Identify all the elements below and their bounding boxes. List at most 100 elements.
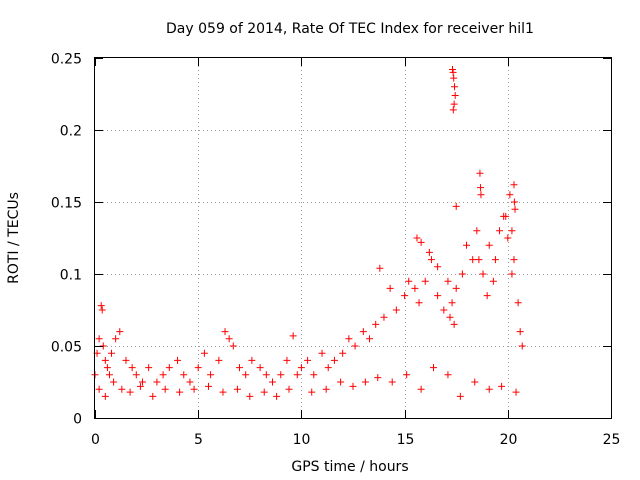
data-point: [451, 83, 459, 91]
data-point: [308, 388, 316, 396]
data-point: [190, 385, 198, 393]
y-tick-label: 0.15: [51, 196, 82, 212]
data-point: [128, 364, 136, 372]
data-point: [136, 382, 144, 390]
data-point: [452, 284, 460, 292]
chart-title: Day 059 of 2014, Rate Of TEC Index for r…: [166, 21, 534, 37]
data-point: [456, 392, 464, 400]
data-point: [496, 227, 504, 235]
data-point: [374, 374, 382, 382]
data-point: [511, 205, 519, 213]
data-point: [413, 234, 421, 242]
data-point: [116, 328, 124, 336]
data-point: [101, 356, 109, 364]
data-point: [444, 371, 452, 379]
data-point: [174, 356, 182, 364]
data-point: [349, 382, 357, 390]
data-point: [372, 320, 380, 328]
data-point: [159, 371, 167, 379]
data-point: [138, 378, 146, 386]
data-point: [386, 284, 394, 292]
grid-layer: [95, 58, 611, 418]
y-tick-label: 0.25: [51, 52, 82, 68]
data-point: [229, 342, 237, 350]
y-tick-label: 0.05: [51, 340, 82, 356]
y-tick-label: 0.1: [60, 268, 82, 284]
data-point: [469, 256, 477, 264]
data-point: [112, 335, 120, 343]
data-point: [108, 349, 116, 357]
data-point: [450, 320, 458, 328]
data-point: [425, 248, 433, 256]
data-point: [448, 299, 456, 307]
data-point: [283, 356, 291, 364]
data-point: [322, 385, 330, 393]
data-point: [200, 349, 208, 357]
data-point: [376, 264, 384, 272]
data-point: [293, 371, 301, 379]
data-point: [153, 378, 161, 386]
data-point: [485, 385, 493, 393]
data-point: [440, 306, 448, 314]
data-point: [194, 364, 202, 372]
data-point: [248, 356, 256, 364]
x-tick-label: 10: [293, 432, 311, 448]
data-point: [427, 256, 435, 264]
data-point: [401, 292, 409, 300]
data-point: [415, 299, 423, 307]
data-point: [502, 212, 510, 220]
data-point: [221, 328, 229, 336]
data-point: [451, 91, 459, 99]
data-point: [103, 364, 111, 372]
data-point: [518, 342, 526, 350]
data-point: [176, 388, 184, 396]
data-point: [392, 306, 400, 314]
data-point: [450, 74, 458, 82]
x-tick-label: 15: [397, 432, 415, 448]
data-point: [514, 299, 522, 307]
data-point: [233, 385, 241, 393]
y-axis-label: ROTI / TECUs: [6, 192, 22, 284]
data-point: [304, 356, 312, 364]
data-point: [506, 191, 514, 199]
data-point: [145, 364, 153, 372]
data-point: [339, 349, 347, 357]
data-point: [180, 371, 188, 379]
data-point: [219, 388, 227, 396]
x-tick-label: 0: [91, 432, 100, 448]
data-point: [273, 392, 281, 400]
data-point: [235, 364, 243, 372]
data-point: [498, 382, 506, 390]
data-point: [118, 385, 126, 393]
data-point: [361, 378, 369, 386]
plot-frame: [94, 57, 612, 419]
data-point: [510, 256, 518, 264]
data-point: [380, 313, 388, 321]
x-tick-label: 25: [603, 432, 621, 448]
x-tick-label: 20: [500, 432, 518, 448]
data-point: [161, 385, 169, 393]
data-point: [471, 378, 479, 386]
data-point: [504, 234, 512, 242]
y-tick-label: 0: [73, 412, 82, 428]
data-point: [132, 371, 140, 379]
data-point: [95, 335, 103, 343]
data-point: [510, 181, 518, 189]
data-point: [345, 335, 353, 343]
data-point: [330, 356, 338, 364]
data-point: [450, 100, 458, 108]
x-tick-label: 5: [194, 432, 203, 448]
data-point: [434, 263, 442, 271]
data-point: [205, 382, 213, 390]
data-point: [477, 191, 485, 199]
data-point: [388, 378, 396, 386]
data-point: [516, 328, 524, 336]
data-point: [246, 392, 254, 400]
data-point: [508, 227, 516, 235]
data-point: [483, 292, 491, 300]
data-point: [452, 202, 460, 210]
ticks-layer: 0 0.05 0.1 0.15 0.2 0.25 0 5 10 15 20 25: [51, 52, 621, 449]
data-point: [448, 66, 456, 74]
data-point: [366, 335, 374, 343]
data-point: [256, 364, 264, 372]
